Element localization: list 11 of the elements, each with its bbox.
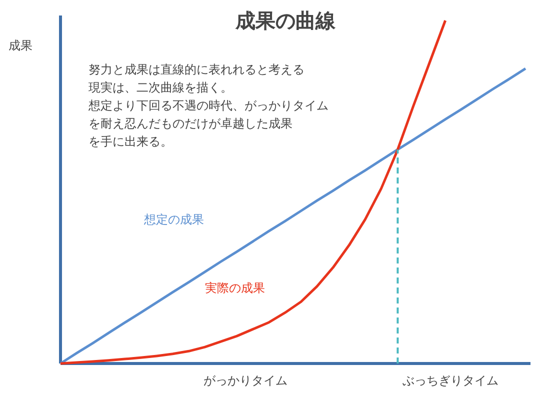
annotation: 現実は、二次曲線を描く。	[88, 80, 232, 94]
y-axis-title: 成果	[8, 38, 32, 52]
annotation: を手に出来る。	[88, 134, 172, 148]
text: ぶっちぎりタイム	[402, 374, 498, 388]
annotation: を耐え忍んだものだけが卓越した成果	[88, 116, 292, 130]
annotation: 想定より下回る不遇の時代、がっかりタイム	[88, 98, 328, 112]
text: 実際の成果	[204, 280, 265, 295]
text: がっかりタイム	[204, 374, 288, 388]
chart-title: 成果の曲線	[234, 8, 336, 32]
text: 想定の成果	[142, 212, 204, 226]
annotation: 努力と成果は直線的に表れれると考える	[88, 62, 304, 76]
